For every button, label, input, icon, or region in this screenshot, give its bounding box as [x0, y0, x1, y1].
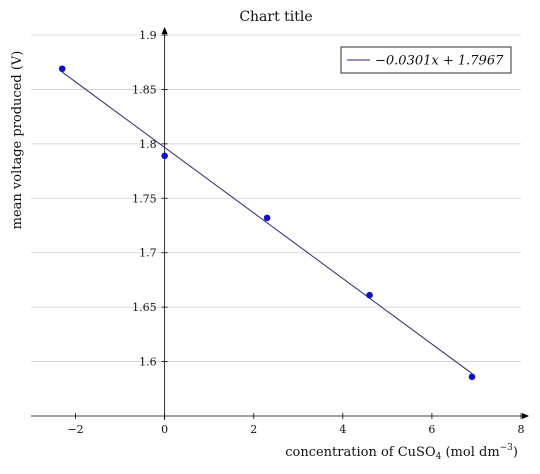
grid-lines: [31, 34, 521, 362]
y-tick-label-5: 1.85: [132, 83, 157, 96]
data-point-3: [366, 291, 373, 299]
data-point-4: [468, 373, 476, 381]
x-axis-label-prefix: concentration of CuSO: [285, 445, 435, 460]
y-axis-label: mean voltage produced (V): [10, 51, 25, 230]
tick-labels: −2 0 2 4 6 8 1.6 1.65 1.7 1.75 1.8 1.85 1.9: [67, 29, 524, 436]
axes: [31, 27, 529, 420]
chart-title: Chart title: [239, 9, 312, 25]
x-axis-arrow: [522, 413, 529, 419]
x-tick-label-0: −2: [67, 423, 83, 436]
x-axis-label-unit-open: (mol dm: [441, 445, 499, 460]
x-tick-label-2: 2: [250, 423, 257, 436]
y-tick-label-2: 1.7: [139, 247, 157, 260]
fit-line: [61, 71, 473, 374]
y-tick-label-4: 1.8: [139, 138, 157, 151]
data-point-1: [161, 152, 168, 160]
fit-line-group: [61, 71, 473, 374]
x-axis-label-superscript: −3: [500, 443, 514, 453]
x-axis-label-unit-close: ): [513, 445, 518, 460]
legend: −0.0301x + 1.7967: [340, 46, 512, 74]
y-tick-label-0: 1.6: [139, 356, 157, 369]
data-point-2: [263, 214, 271, 222]
x-axis-label: concentration of CuSO4 (mol dm−3): [285, 443, 518, 462]
y-axis-arrow: [161, 27, 168, 34]
y-tick-label-3: 1.75: [132, 192, 157, 205]
x-tick-label-5: 8: [518, 423, 525, 436]
x-tick-label-1: 0: [161, 423, 168, 436]
x-tick-label-3: 4: [339, 423, 346, 436]
x-axis-label-subscript: 4: [436, 452, 442, 462]
y-tick-label-1: 1.65: [132, 301, 157, 314]
legend-entry-label: −0.0301x + 1.7967: [375, 54, 504, 69]
data-points: [58, 65, 476, 381]
x-tick-label-4: 6: [428, 423, 435, 436]
data-point-0: [58, 65, 66, 73]
y-tick-label-6: 1.9: [139, 29, 157, 42]
